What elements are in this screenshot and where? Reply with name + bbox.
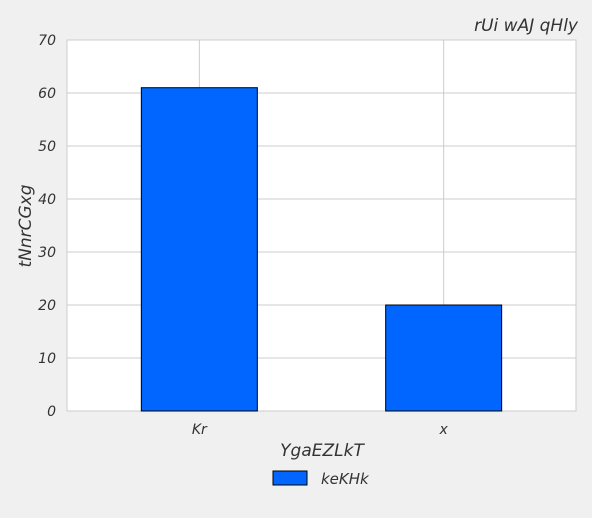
x-axis-label: YgaEZLkT [280, 441, 365, 461]
chart-title: rUi wAJ qHly [474, 16, 579, 36]
x-tick-label: Kr [192, 422, 208, 438]
legend-swatch [272, 470, 308, 486]
y-tick-label: 10 [38, 351, 56, 367]
bar-Kr [140, 87, 258, 412]
y-tick-labels: 0 10 20 30 40 50 60 70 [38, 33, 56, 420]
y-tick-label: 30 [38, 245, 56, 261]
legend: keKHk [272, 470, 370, 488]
x-tick-label: x [439, 422, 449, 438]
legend-label: keKHk [321, 470, 370, 488]
y-axis-label: tNnrCGxg [16, 184, 36, 267]
y-tick-label: 60 [38, 86, 56, 102]
x-tick-labels: Kr x [192, 422, 449, 438]
y-tick-label: 40 [38, 192, 56, 208]
y-tick-label: 70 [38, 33, 56, 49]
y-tick-label: 0 [47, 404, 56, 420]
bar-x [385, 304, 503, 412]
y-tick-label: 20 [38, 298, 56, 314]
bars [140, 87, 503, 412]
y-tick-label: 50 [38, 139, 56, 155]
